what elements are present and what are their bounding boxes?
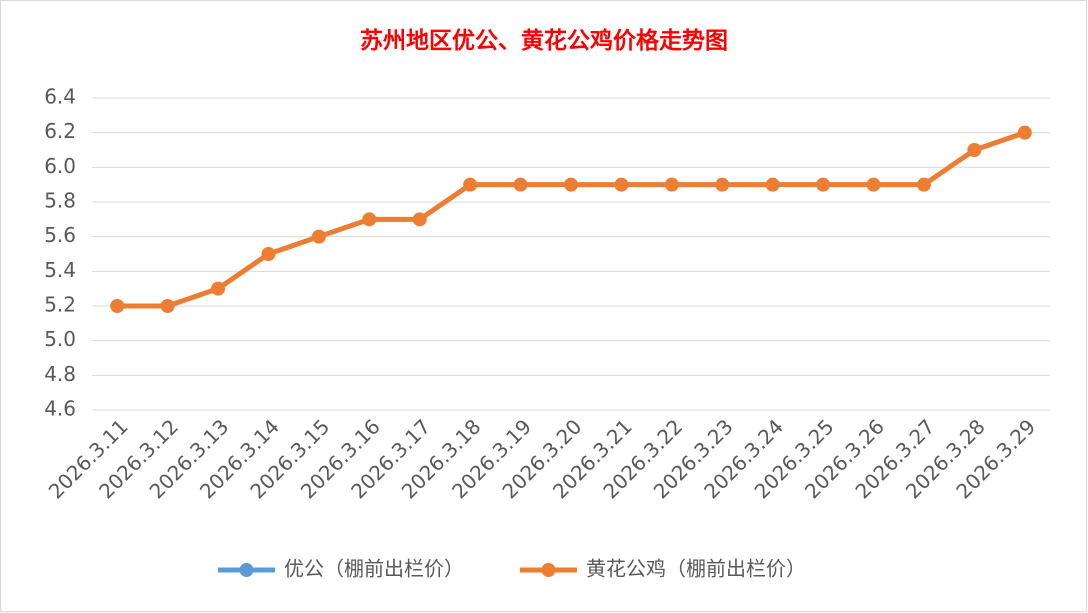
data-point [1017,125,1032,140]
legend-label: 黄花公鸡（棚前出栏价） [586,557,806,581]
y-tick-label: 4.8 [44,362,76,386]
legend-marker [239,563,254,577]
data-point [664,177,679,192]
data-point [816,177,831,192]
data-point [362,212,377,227]
y-tick-label: 5.4 [44,258,76,282]
data-point [513,177,528,192]
y-tick-label: 5.6 [44,223,76,247]
data-point [261,247,276,261]
y-tick-label: 6.0 [44,154,76,178]
y-tick-label: 6.2 [44,119,76,143]
data-point [564,177,578,192]
data-point [866,177,881,192]
data-point [311,229,326,244]
y-tick-label: 5.8 [44,189,76,213]
y-tick-label: 5.2 [44,293,76,317]
data-point [110,299,125,313]
y-tick-label: 4.6 [44,397,76,421]
y-tick-label: 5.0 [44,327,76,351]
chart-title: 苏州地区优公、黄花公鸡价格走势图 [360,27,728,54]
legend-label: 优公（棚前出栏价） [284,557,464,581]
data-point [211,281,226,296]
data-point [160,299,175,313]
y-tick-label: 6.4 [44,85,76,109]
legend-marker [541,563,556,577]
data-point [916,177,931,192]
data-point [765,177,780,192]
data-point [614,177,629,192]
data-point [412,212,427,227]
data-point [715,177,730,192]
data-point [463,177,478,192]
data-point [967,143,982,157]
